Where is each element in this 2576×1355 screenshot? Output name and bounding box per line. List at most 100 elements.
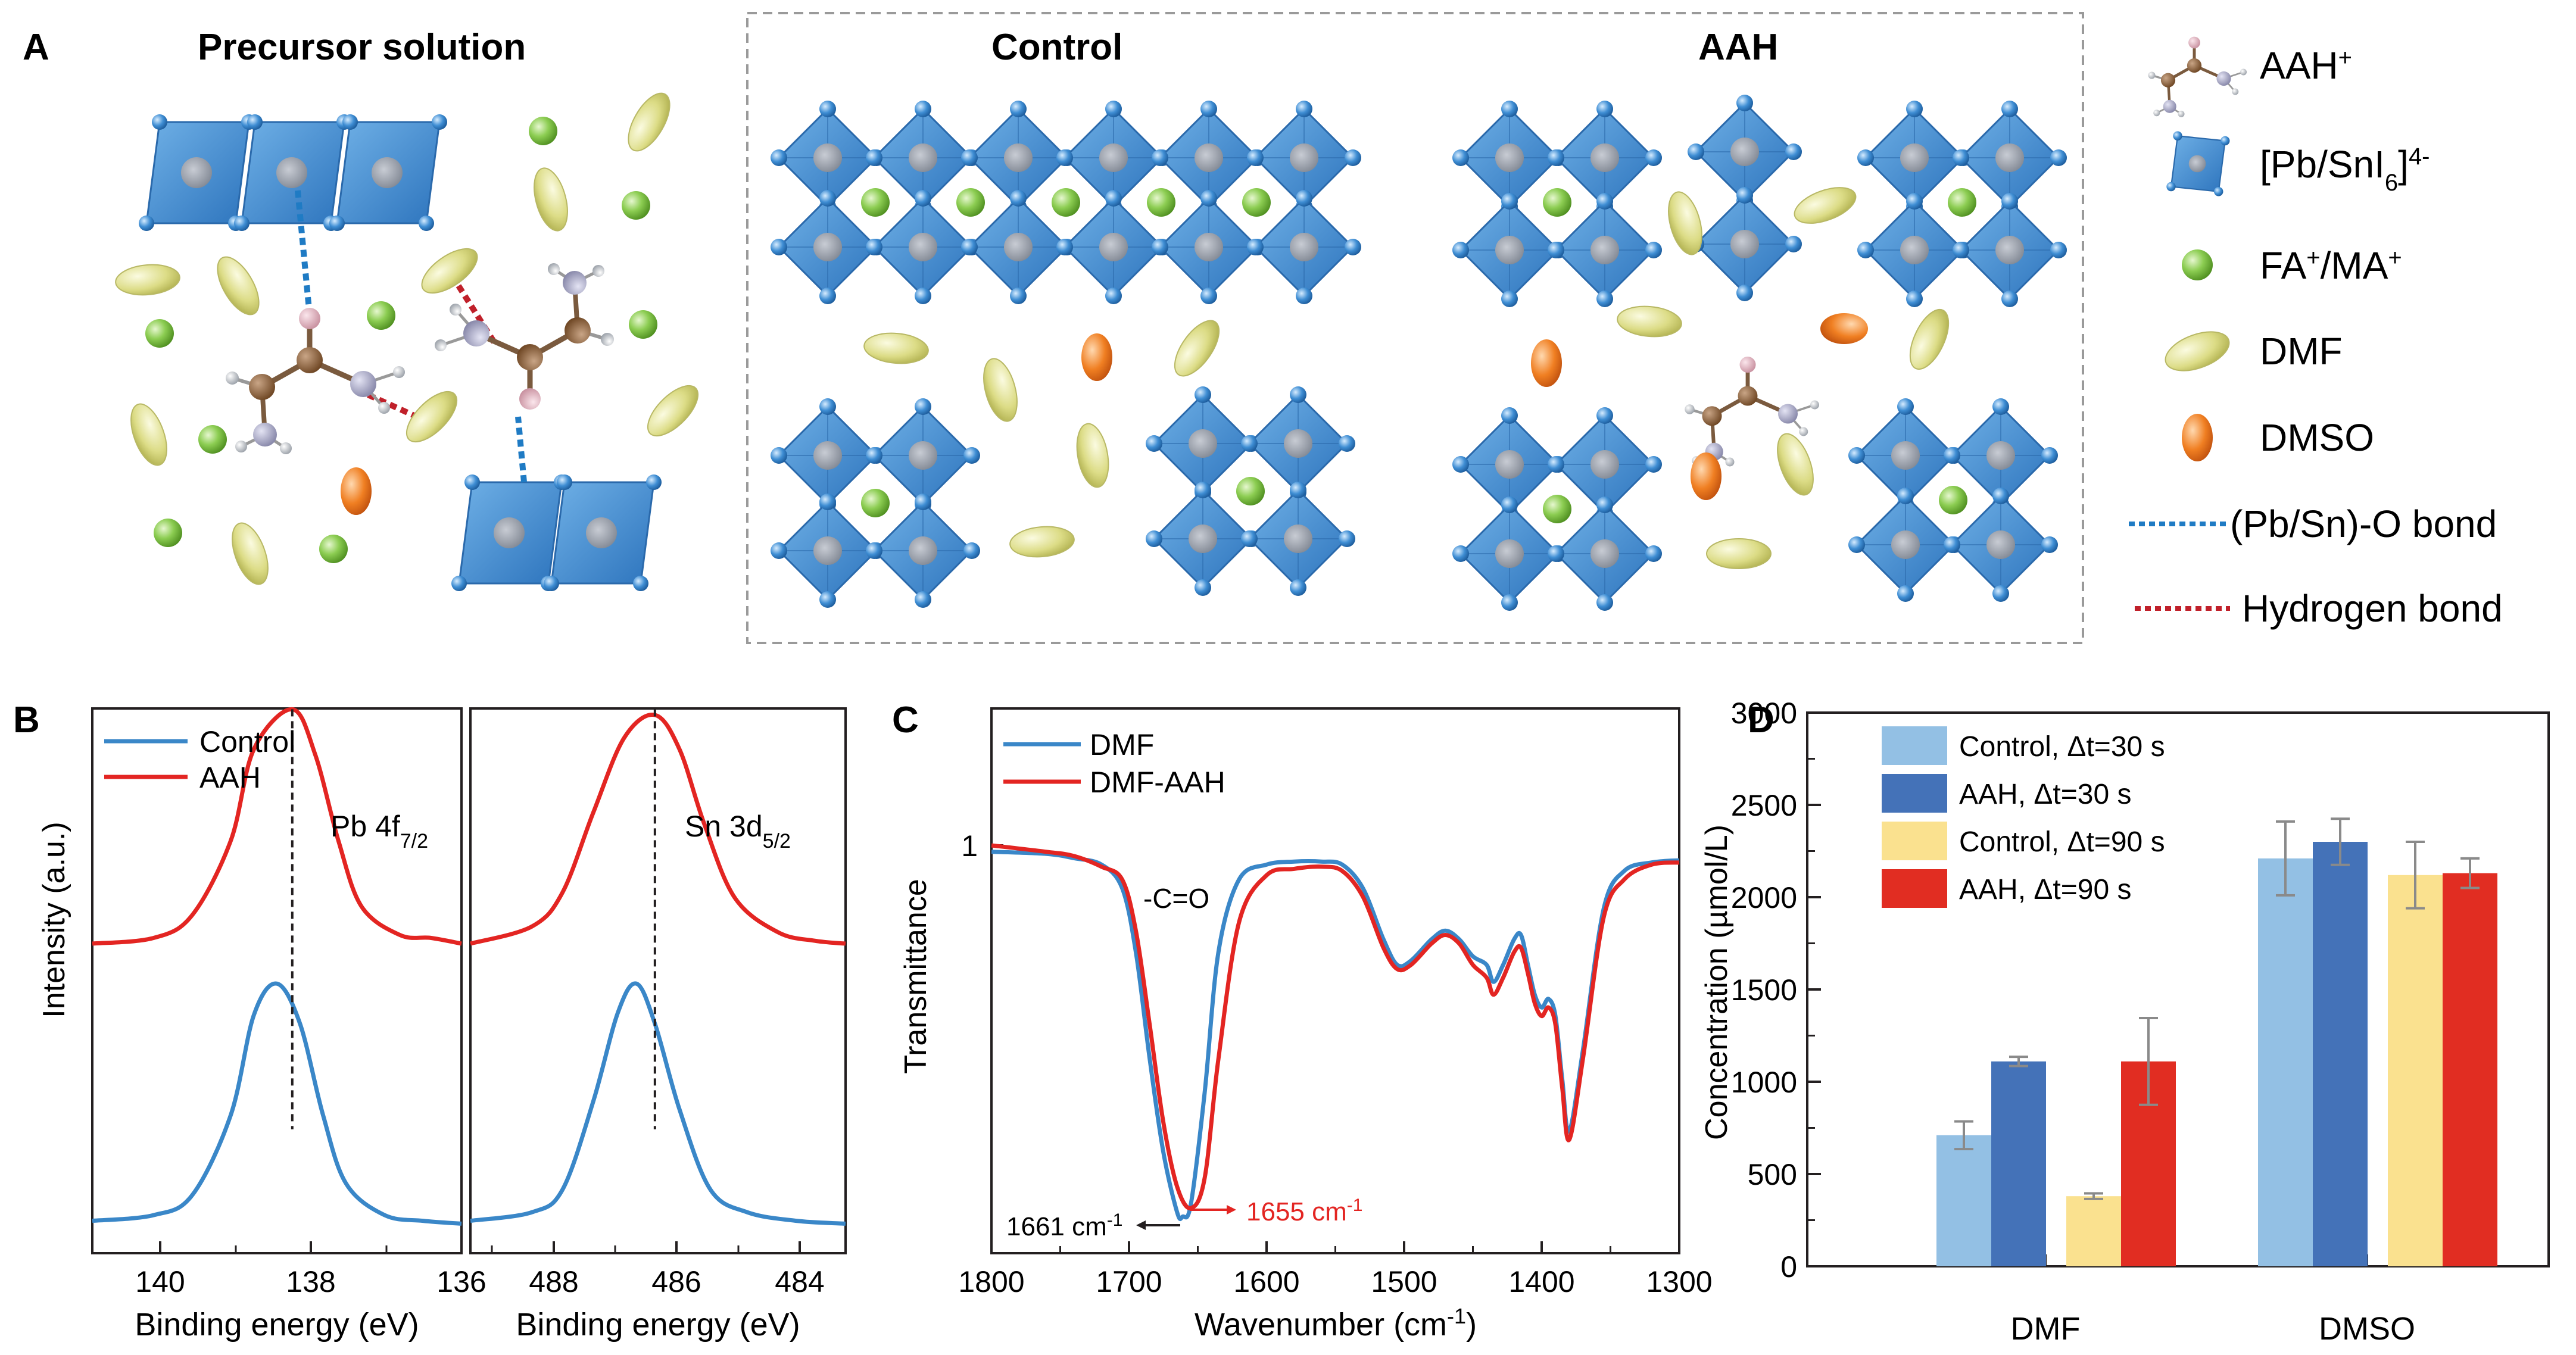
aah-title: AAH [1698, 27, 1778, 68]
legend-cation: FA+/MA+ [2260, 244, 2402, 287]
legend-label-aah: AAH [199, 761, 261, 794]
legend-dmso: DMSO [2260, 416, 2374, 459]
bar [2066, 1196, 2121, 1266]
legend-dmf: DMF [2260, 330, 2343, 373]
legend-swatch-control-90 [1882, 822, 1947, 860]
crystal-frame [746, 12, 2084, 644]
ir-xtick-label: 1400 [1508, 1265, 1574, 1298]
bar-ytick-label: 2500 [1731, 789, 1797, 822]
sn-control-curve [470, 981, 846, 1226]
legend-label-dmf-aah: DMF-AAH [1090, 766, 1225, 799]
ir-plot [991, 843, 1680, 1222]
bar-plot [1936, 817, 2497, 1266]
category-label-dmso: DMSO [2319, 1311, 2415, 1347]
panel-d-ylabel: Concentration (µmol/L) [1699, 825, 1734, 1140]
bar-ytick-label: 2000 [1731, 881, 1797, 914]
panel-c: C Transmittance 1 1800 1700 1600 1500 1400 13… [892, 700, 1713, 1342]
ir-xtick-label: 1800 [958, 1265, 1024, 1298]
legend-hydrogen-bond: Hydrogen bond [2242, 587, 2503, 630]
panel-a: A Precursor solution Control AAH [23, 12, 2503, 644]
pb-control-curve [92, 981, 462, 1226]
panel-label-d: D [1748, 700, 1774, 741]
green-sphere-icon [2182, 249, 2213, 280]
bar-ytick-label: 1000 [1731, 1066, 1797, 1099]
precursor-illustration [114, 86, 707, 592]
bar [2443, 873, 2497, 1266]
sn-tick-484: 484 [775, 1265, 824, 1298]
control-illustration [769, 99, 1362, 609]
sn-peak-label: Sn 3d5/2 [685, 810, 791, 853]
pb-aah-curve [92, 707, 462, 946]
orange-ellipse-icon [2182, 414, 2213, 461]
sn-3d-plot [470, 709, 846, 1226]
ir-x-ticks: 1800 1700 1600 1500 1400 1300 [958, 1241, 1713, 1298]
legend-label-control: Control [199, 725, 295, 758]
pb-4f-plot [92, 707, 462, 1226]
control-arrowhead [1136, 1220, 1146, 1230]
panel-d-legend: Control, Δt=30 s AAH, Δt=30 s Control, Δ… [1882, 726, 2165, 908]
legend-pb-sn-o-bond: (Pb/Sn)-O bond [2230, 502, 2497, 545]
legend-label-aah-30: AAH, Δt=30 s [1959, 779, 2132, 810]
legend-swatch-aah-30 [1882, 774, 1947, 813]
legend-label-aah-90: AAH, Δt=90 s [1959, 874, 2132, 906]
precursor-title: Precursor solution [198, 27, 526, 68]
ir-dmf-curve [991, 850, 1680, 1222]
ir-xtick-label: 1300 [1646, 1265, 1712, 1298]
ir-xtick-label: 1500 [1371, 1265, 1437, 1298]
aah-peak-label: 1655 cm-1 [1246, 1195, 1362, 1227]
sn-plot-frame [469, 707, 847, 1254]
bar-ytick-label: 3000 [1731, 697, 1797, 730]
ir-ytick-label: 1 [961, 829, 978, 863]
aah-molecule-icon [2148, 37, 2247, 117]
carbonyl-annotation: -C=O [1143, 883, 1209, 914]
panel-b: B Intensity (a.u.) Control AAH Pb 4f7/2 … [13, 700, 847, 1342]
legend-label-dmf: DMF [1090, 728, 1154, 761]
bar [1936, 1135, 1991, 1266]
ir-xlabel: Wavenumber (cm-1) [1195, 1304, 1477, 1343]
bar [2313, 842, 2368, 1266]
legend-swatch-aah-90 [1882, 869, 1947, 908]
aah-arrowhead [1227, 1205, 1236, 1214]
pb-x-ticks: 140 138 136 [135, 1241, 486, 1298]
pb-tick-136: 136 [436, 1265, 486, 1298]
ir-dmf-aah-curve [991, 843, 1680, 1210]
sn-tick-486: 486 [651, 1265, 701, 1298]
legend-swatch-control-30 [1882, 726, 1947, 765]
panel-a-legend: AAH+ [Pb/SnI6]4- FA+/MA+ DMF DMSO (Pb/Sn… [2129, 37, 2503, 630]
yellow-ellipse-icon [2165, 331, 2230, 371]
panel-c-ylabel: Transmittance [899, 879, 933, 1074]
pb-xlabel: Binding energy (eV) [135, 1307, 419, 1342]
pb-peak-label: Pb 4f7/2 [330, 810, 428, 853]
bar [1991, 1061, 2046, 1266]
control-title: Control [991, 27, 1122, 68]
panel-label-b: B [13, 700, 40, 741]
panel-label-c: C [892, 700, 919, 741]
pb-plot-frame [91, 707, 463, 1254]
ir-xtick-label: 1700 [1096, 1265, 1162, 1298]
bar-ytick-label: 0 [1780, 1250, 1797, 1284]
panel-b-ylabel: Intensity (a.u.) [37, 822, 71, 1017]
panel-label-a: A [23, 27, 49, 68]
sn-xlabel: Binding energy (eV) [516, 1307, 800, 1342]
aah-illustration [1451, 93, 2068, 612]
sn-tick-488: 488 [529, 1265, 578, 1298]
legend-label-control-90: Control, Δt=90 s [1959, 826, 2165, 858]
panel-d: D Concentration (µmol/L) 0 500 1000 1500 200… [1699, 697, 2550, 1347]
legend-label-control-30: Control, Δt=30 s [1959, 731, 2165, 763]
pb-tick-140: 140 [135, 1265, 185, 1298]
legend-aah: AAH+ [2260, 44, 2352, 87]
sn-x-ticks: 488 486 484 [491, 1241, 825, 1298]
bar [2388, 875, 2443, 1266]
ir-xtick-label: 1600 [1233, 1265, 1299, 1298]
category-label-dmf: DMF [2011, 1311, 2081, 1347]
octahedron-icon [2166, 131, 2230, 196]
sn-aah-curve [470, 713, 846, 946]
bar-ytick-label: 500 [1748, 1158, 1797, 1191]
bar [2258, 858, 2313, 1266]
bar-ytick-label: 1500 [1731, 973, 1797, 1007]
legend-octahedron: [Pb/SnI6]4- [2260, 143, 2430, 196]
bar-axis: 0 500 1000 1500 2000 2500 3000 [1731, 697, 2368, 1284]
control-peak-label: 1661 cm-1 [1006, 1210, 1122, 1242]
pb-tick-138: 138 [286, 1265, 335, 1298]
